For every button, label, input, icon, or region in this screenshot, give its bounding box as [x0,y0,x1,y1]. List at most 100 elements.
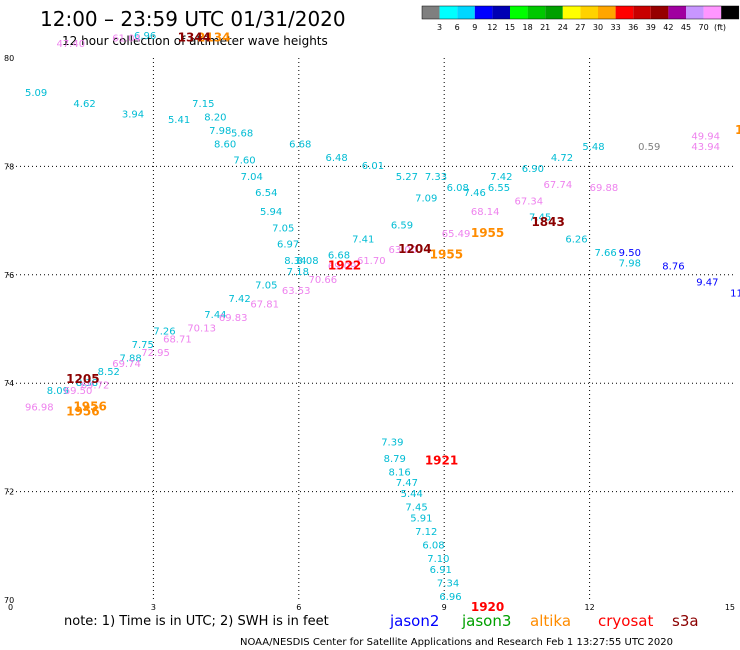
data-point-label: 1955 [471,226,504,240]
data-point-label: 8.38 [76,378,98,389]
y-tick-label: 78 [4,162,14,171]
data-point-label: 6.96 [134,31,156,42]
data-point-label: 8.20 [204,112,226,123]
legend-swatch [668,6,686,19]
data-point-label: 6.01 [362,161,384,172]
legend-label: 33 [611,23,621,32]
data-point-label: 67.34 [514,196,543,207]
data-point-label: 0.59 [638,142,660,153]
data-point-label: 2134 [197,31,230,45]
data-point-label: 1920 [471,600,504,614]
data-point-label: 7.44 [204,310,226,321]
legend-swatch [703,6,722,19]
legend-swatch [580,6,598,19]
legend-swatch [474,6,493,19]
data-points: 9.50 8.76 9.47 11.7 5.09 4.62 3.94 5.417.15 8.20… [25,31,740,614]
data-point-label: 6.90 [522,164,544,175]
y-tick-label: 70 [4,596,14,605]
data-point-label: 1955 [430,248,463,262]
y-tick-label: 72 [4,488,14,497]
data-point-label: 1921 [425,454,458,468]
legend-label: 12 [487,23,497,32]
data-point-label: 63.53 [282,286,311,297]
legend-label: 36 [628,23,638,32]
legend-label: 27 [575,23,585,32]
data-point-label: 61.04 [112,34,141,45]
data-point-label: 63.00 [388,245,417,256]
data-point-label: 3.94 [122,110,144,121]
data-point-label: 7.12 [415,527,437,538]
satellite-jason2: jason2 [389,612,439,630]
data-point-label: 1922 [328,258,361,272]
data-point-label: 49.94 [691,131,720,142]
x-tick-label: 9 [442,603,447,612]
data-point-label: 7.10 [427,554,449,565]
data-point-label: 5.27 [396,172,418,183]
data-point-label: 7.60 [233,156,255,167]
legend-swatch [633,6,651,19]
data-point-label: 195 [735,123,740,137]
data-point-label: 70.13 [187,324,216,335]
data-point-label: 69.50 [64,386,93,397]
data-point-label: 68.71 [163,335,192,346]
data-point-label: 6.68 [289,139,311,150]
data-point-label: 6.26 [565,234,587,245]
data-point-label: 47.40 [56,39,85,50]
data-point-label: 7.75 [132,340,154,351]
axis-ticks: 0 3 6 9 12 15 70 72 74 76 78 80 [4,54,735,612]
x-tick-label: 15 [725,603,735,612]
data-point-label: 4.72 [551,153,573,164]
data-point-label: 70.66 [308,275,337,286]
data-point-label: 9.50 [619,248,641,259]
data-point-label: 7.45 [529,213,551,224]
data-point-label: 6.97 [277,240,299,251]
legend-swatch [422,6,440,19]
legend-swatch [492,6,510,19]
y-tick-label: 76 [4,271,14,280]
satellite-s3a: s3a [672,612,699,630]
chart-title: 12:00 – 23:59 UTC 01/31/2020 [40,7,346,31]
legend-label: 15 [505,23,515,32]
data-point-label: 69.88 [590,183,619,194]
legend-swatch [598,6,616,19]
legend-label: 6 [455,23,460,32]
data-point-label: 7.04 [241,172,263,183]
data-point-label: 8.09 [47,386,69,397]
legend-label: 9 [472,23,477,32]
data-point-label: 9.47 [696,278,718,289]
legend-label: 3 [437,23,442,32]
data-point-label: 5.48 [582,142,604,153]
data-point-label: 1956 [66,405,99,419]
data-point-label: 7.41 [352,234,374,245]
data-point-label: 8.08 [296,256,318,267]
y-tick-label: 80 [4,54,14,63]
data-point-label: 68.14 [471,207,500,218]
data-point-label: 6.96 [439,592,461,603]
data-point-label: 8.76 [662,261,684,272]
data-point-label: 11.7 [730,288,740,299]
data-point-label: 6.54 [255,188,277,199]
legend-swatch [457,6,475,19]
data-point-label: 67.81 [250,299,279,310]
data-point-label: 67.74 [544,180,573,191]
grid [8,58,735,600]
data-point-label: 7.45 [405,503,427,514]
note-text: note: 1) Time is in UTC; 2) SWH is in fe… [64,614,329,629]
data-point-label: 7.42 [490,172,512,183]
data-point-label: 7.42 [229,294,251,305]
legend-swatch [545,6,563,19]
data-point-label: 5.94 [260,207,282,218]
legend-label: 39 [646,23,656,32]
legend-swatch [562,6,581,19]
data-point-label: 6.91 [430,565,452,576]
data-point-label: 7.98 [209,126,231,137]
legend-label: 70 [699,23,709,32]
legend-swatch [650,6,669,19]
data-point-label: 5.68 [231,129,253,140]
legend-label: 21 [540,23,550,32]
legend-label: 42 [663,23,673,32]
data-point-label: 1956 [73,399,106,413]
data-point-label: 7.98 [619,259,641,270]
data-point-label: 7.34 [437,578,459,589]
data-point-label: 72.95 [141,348,170,359]
